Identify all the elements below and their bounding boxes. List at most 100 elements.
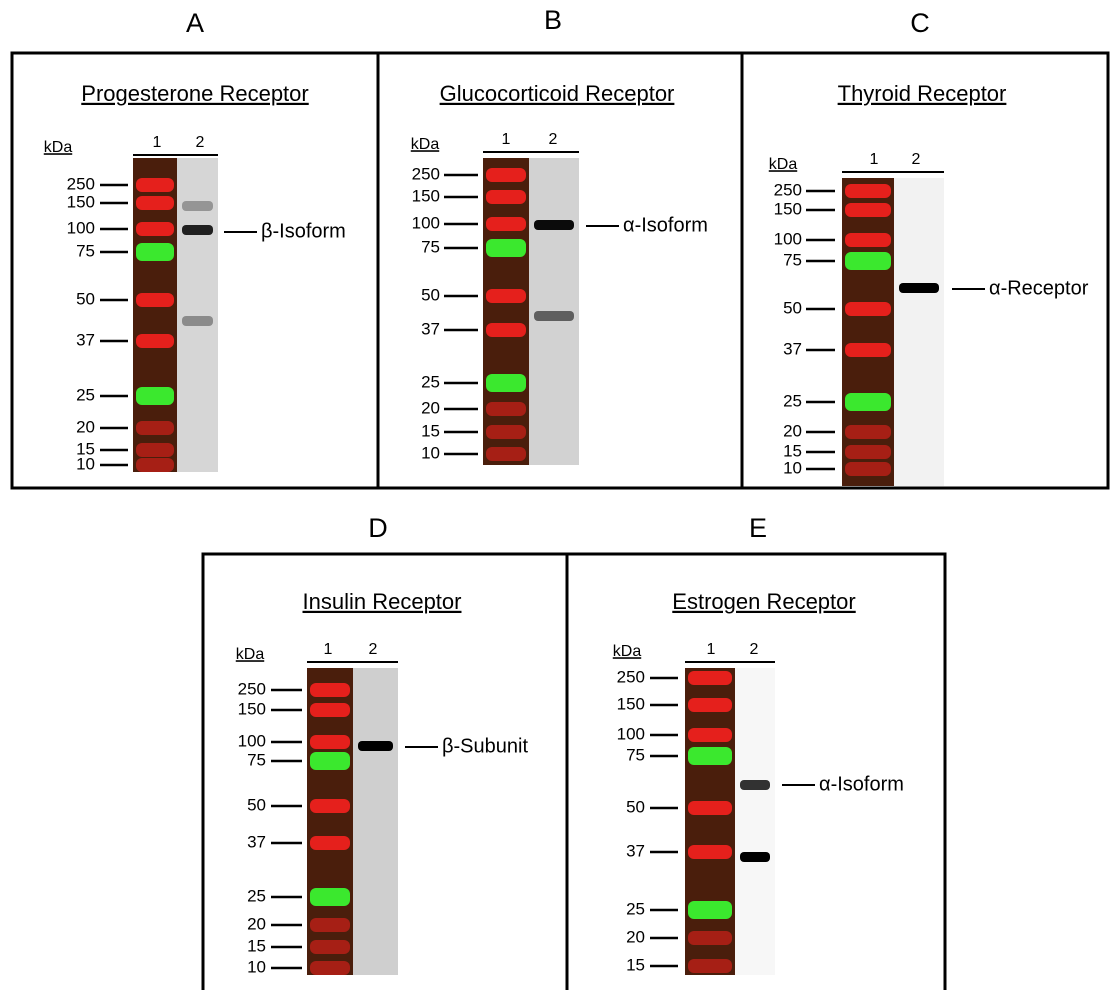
- marker-label: 100: [67, 218, 95, 237]
- marker-label: 25: [783, 391, 802, 410]
- ladder-band: [310, 752, 350, 770]
- panel-letter: C: [910, 8, 930, 38]
- band-label: β-Subunit: [442, 735, 528, 757]
- ladder-band: [136, 387, 174, 405]
- marker-label: 25: [421, 372, 440, 391]
- marker-label: 250: [67, 174, 95, 193]
- ladder-band: [486, 239, 526, 257]
- marker-label: 20: [783, 421, 802, 440]
- ladder-band: [310, 961, 350, 975]
- marker-label: 37: [626, 841, 645, 860]
- ladder-band: [310, 918, 350, 932]
- sample-band: [182, 316, 213, 326]
- marker-label: 150: [774, 199, 802, 218]
- lane-label: 2: [912, 151, 921, 168]
- ladder-band: [688, 747, 732, 765]
- lane-label: 1: [153, 134, 162, 151]
- panel-letter: D: [368, 513, 388, 543]
- ladder-band: [310, 735, 350, 749]
- marker-label: 75: [76, 241, 95, 260]
- ladder-band: [486, 190, 526, 204]
- ladder-band: [688, 959, 732, 973]
- marker-label: 250: [774, 180, 802, 199]
- ladder-band: [136, 222, 174, 236]
- marker-label: 20: [247, 914, 266, 933]
- panel-title: Insulin Receptor: [303, 589, 462, 614]
- ladder-band: [310, 940, 350, 954]
- sample-lane: [894, 178, 944, 486]
- ladder-band: [136, 458, 174, 472]
- ladder-band: [845, 343, 891, 357]
- sample-band: [899, 283, 939, 293]
- band-label: β-Isoform: [261, 220, 346, 242]
- sample-band: [740, 852, 770, 862]
- marker-label: 37: [421, 319, 440, 338]
- marker-label: 25: [247, 886, 266, 905]
- panel-title: Glucocorticoid Receptor: [440, 81, 675, 106]
- marker-label: 150: [238, 699, 266, 718]
- ladder-band: [688, 931, 732, 945]
- marker-label: 37: [247, 832, 266, 851]
- ladder-band: [136, 334, 174, 348]
- ladder-band: [688, 901, 732, 919]
- marker-label: 10: [247, 957, 266, 976]
- marker-label: 37: [783, 339, 802, 358]
- lane-label: 1: [502, 131, 511, 148]
- ladder-band: [845, 252, 891, 270]
- marker-label: 25: [76, 385, 95, 404]
- ladder-band: [486, 289, 526, 303]
- lane-label: 2: [369, 641, 378, 658]
- ladder-lane: [483, 158, 529, 465]
- marker-label: 75: [626, 745, 645, 764]
- sample-band: [182, 225, 213, 235]
- ladder-band: [486, 374, 526, 392]
- ladder-band: [845, 393, 891, 411]
- sample-band: [534, 311, 574, 321]
- lane-label: 1: [870, 151, 879, 168]
- marker-label: 20: [626, 927, 645, 946]
- ladder-band: [845, 184, 891, 198]
- sample-band: [358, 741, 393, 751]
- marker-label: 15: [421, 421, 440, 440]
- kda-label: kDa: [44, 139, 73, 156]
- kda-label: kDa: [236, 646, 265, 663]
- marker-label: 100: [617, 724, 645, 743]
- band-label: α-Isoform: [819, 773, 904, 795]
- marker-label: 250: [617, 667, 645, 686]
- ladder-band: [136, 443, 174, 457]
- ladder-band: [486, 323, 526, 337]
- lane-label: 2: [196, 134, 205, 151]
- marker-label: 50: [626, 797, 645, 816]
- marker-label: 100: [412, 213, 440, 232]
- kda-label: kDa: [613, 643, 642, 660]
- marker-label: 50: [76, 289, 95, 308]
- sample-band: [740, 780, 770, 790]
- sample-band: [182, 201, 213, 211]
- figure: AProgesterone ReceptorkDa122501501007550…: [0, 0, 1110, 990]
- marker-label: 10: [783, 458, 802, 477]
- kda-label: kDa: [769, 156, 798, 173]
- ladder-band: [310, 888, 350, 906]
- ladder-band: [136, 243, 174, 261]
- marker-label: 25: [626, 899, 645, 918]
- marker-label: 50: [247, 795, 266, 814]
- marker-label: 75: [783, 250, 802, 269]
- ladder-band: [310, 799, 350, 813]
- band-label: α-Receptor: [989, 277, 1089, 299]
- lane-label: 2: [750, 641, 759, 658]
- marker-label: 10: [421, 443, 440, 462]
- marker-label: 100: [774, 229, 802, 248]
- lane-label: 1: [707, 641, 716, 658]
- sample-lane: [735, 668, 775, 975]
- ladder-band: [136, 178, 174, 192]
- panel-letter: A: [186, 8, 204, 38]
- ladder-band: [688, 671, 732, 685]
- ladder-band: [688, 728, 732, 742]
- kda-label: kDa: [411, 136, 440, 153]
- panel-title: Estrogen Receptor: [672, 589, 855, 614]
- ladder-band: [845, 203, 891, 217]
- ladder-lane: [842, 178, 894, 486]
- marker-label: 250: [238, 679, 266, 698]
- ladder-band: [845, 425, 891, 439]
- marker-label: 50: [421, 285, 440, 304]
